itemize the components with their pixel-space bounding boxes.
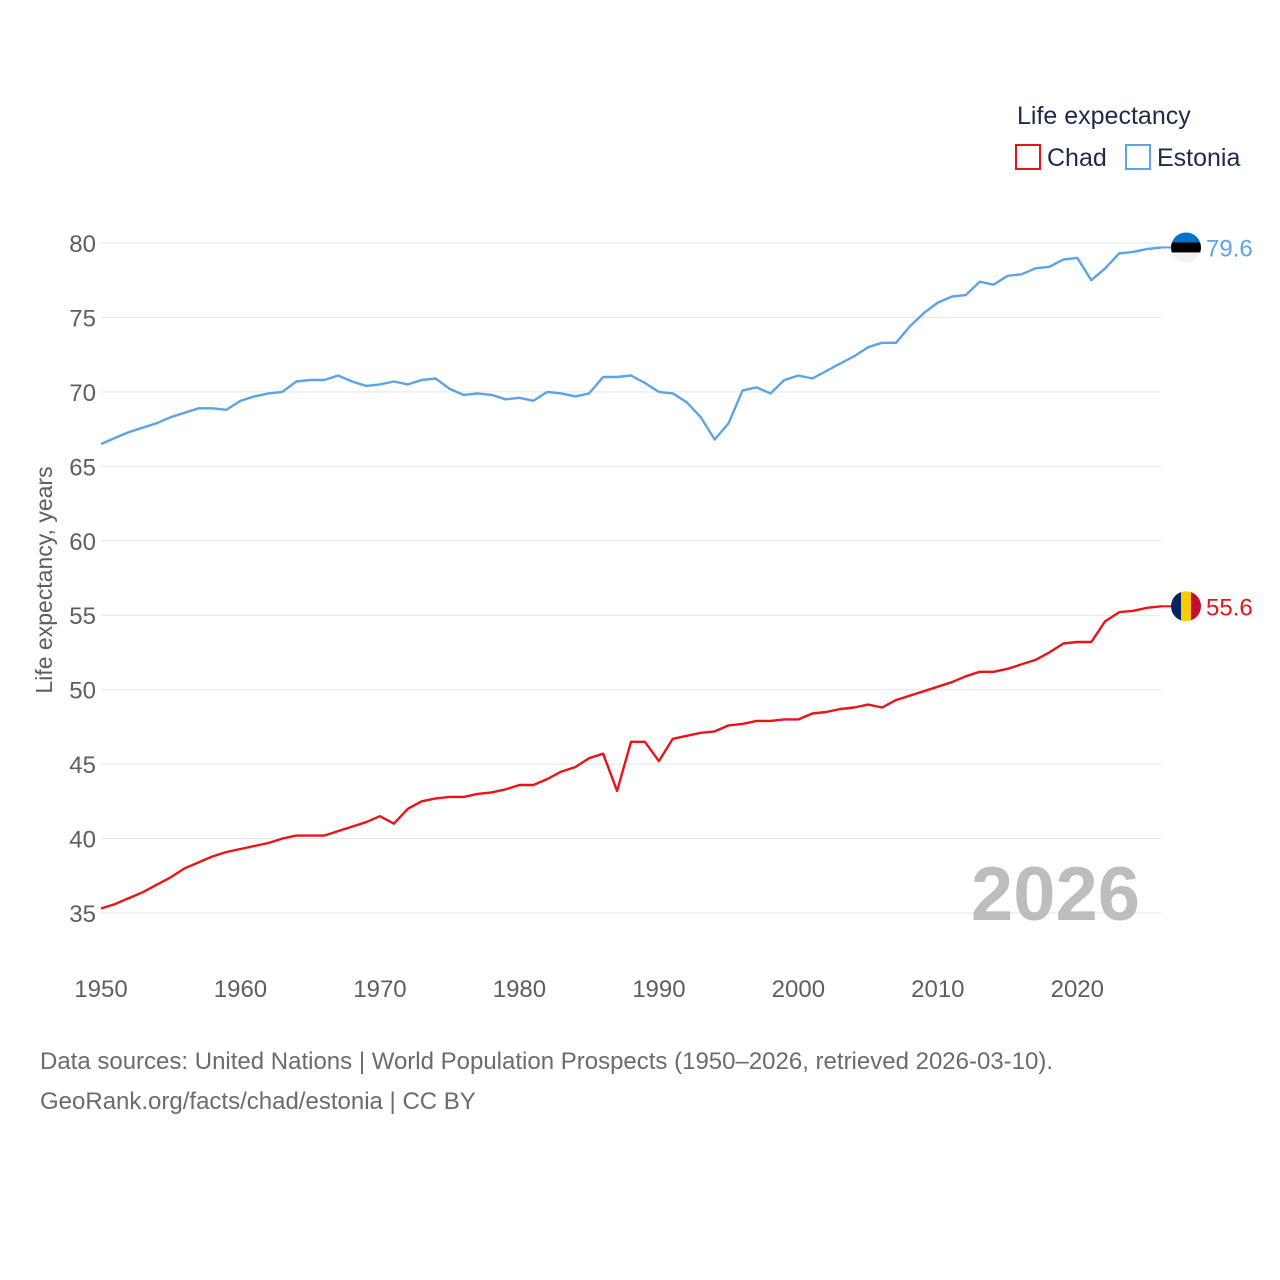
legend-item-estonia[interactable]: Estonia — [1125, 144, 1240, 172]
line-chart: 35 40 45 50 55 60 65 70 75 80 1950 1960 1970 1980 199… — [31, 102, 1253, 1003]
gridlines — [101, 242, 1161, 914]
legend-title: Life expectancy — [1017, 102, 1191, 130]
y-axis: 35 40 45 50 55 60 65 70 75 80 — [69, 231, 96, 928]
y-tick-label: 50 — [69, 678, 96, 705]
y-tick-label: 60 — [69, 529, 96, 556]
end-value-label-estonia: 79.6 — [1206, 235, 1253, 262]
y-tick-label: 55 — [69, 603, 96, 630]
credit-link[interactable]: GeoRank.org/facts/chad/estonia | CC BY — [40, 1088, 476, 1115]
x-tick-label: 2000 — [772, 976, 825, 1003]
endpoint-chad: 55.6 — [1161, 591, 1253, 622]
endpoint-estonia: 79.6 — [1161, 232, 1253, 262]
series-endpoints: 55.6 79.6 — [1161, 232, 1253, 622]
legend-swatch-chad — [1015, 144, 1041, 170]
x-tick-label: 1960 — [214, 976, 267, 1003]
y-tick-label: 75 — [69, 305, 96, 332]
y-tick-label: 80 — [69, 231, 96, 258]
source-footer: Data sources: United Nations | World Pop… — [40, 1042, 1053, 1122]
x-tick-label: 1990 — [632, 976, 685, 1003]
legend-label-estonia: Estonia — [1157, 144, 1240, 172]
y-tick-label: 70 — [69, 380, 96, 407]
x-tick-label: 1970 — [353, 976, 406, 1003]
x-tick-label: 1950 — [74, 976, 127, 1003]
y-tick-label: 40 — [69, 827, 96, 854]
legend: Life expectancy Chad Estonia — [1015, 102, 1240, 172]
year-watermark: 2026 — [971, 852, 1140, 937]
series-lines — [100, 246, 1162, 910]
y-tick-label: 65 — [69, 454, 96, 481]
estonia-flag-icon — [1171, 232, 1201, 263]
legend-swatch-estonia — [1125, 144, 1151, 170]
series-line-estonia — [100, 246, 1162, 446]
y-tick-label: 35 — [69, 901, 96, 928]
x-tick-label: 2020 — [1051, 976, 1104, 1003]
x-tick-label: 2010 — [911, 976, 964, 1003]
legend-item-chad[interactable]: Chad — [1015, 144, 1107, 172]
y-axis-label: Life expectancy, years — [31, 466, 57, 693]
chad-flag-icon — [1171, 591, 1201, 622]
y-tick-label: 45 — [69, 752, 96, 779]
legend-label-chad: Chad — [1047, 144, 1107, 172]
x-tick-label: 1980 — [493, 976, 546, 1003]
x-axis: 1950 1960 1970 1980 1990 2000 2010 2020 — [74, 976, 1104, 1003]
end-value-label-chad: 55.6 — [1206, 594, 1253, 621]
data-source-text: Data sources: United Nations | World Pop… — [40, 1048, 1054, 1075]
series-line-chad — [100, 605, 1162, 910]
